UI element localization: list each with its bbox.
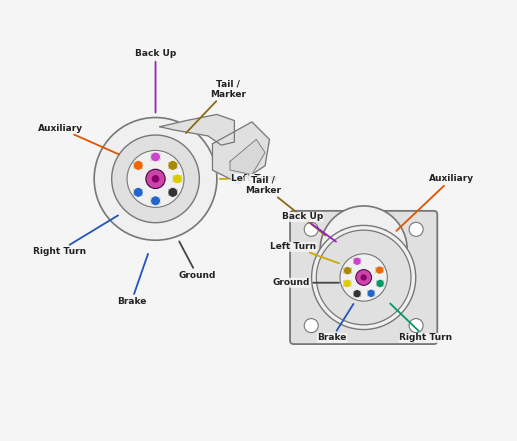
Circle shape — [353, 257, 361, 265]
Circle shape — [168, 161, 178, 170]
Circle shape — [316, 230, 411, 325]
Polygon shape — [212, 122, 269, 183]
Circle shape — [168, 187, 178, 197]
Circle shape — [133, 187, 143, 197]
FancyBboxPatch shape — [169, 162, 177, 168]
Circle shape — [360, 274, 367, 280]
Circle shape — [304, 222, 318, 236]
FancyBboxPatch shape — [343, 281, 351, 286]
Circle shape — [127, 150, 184, 207]
Text: Auxiliary: Auxiliary — [397, 174, 474, 231]
Polygon shape — [160, 115, 234, 145]
FancyBboxPatch shape — [376, 267, 383, 273]
Circle shape — [112, 135, 200, 223]
FancyBboxPatch shape — [376, 281, 384, 286]
Circle shape — [376, 266, 384, 274]
Text: Brake: Brake — [317, 304, 354, 343]
FancyBboxPatch shape — [151, 154, 160, 160]
FancyBboxPatch shape — [134, 162, 143, 168]
Text: Right Turn: Right Turn — [33, 215, 118, 256]
Text: Left Turn: Left Turn — [220, 174, 277, 183]
Circle shape — [94, 117, 217, 240]
Circle shape — [353, 290, 361, 298]
Text: Brake: Brake — [117, 254, 148, 306]
Circle shape — [304, 318, 318, 333]
Text: Left Turn: Left Turn — [270, 242, 339, 263]
Circle shape — [150, 196, 160, 206]
Circle shape — [146, 169, 165, 188]
FancyBboxPatch shape — [341, 230, 387, 258]
FancyBboxPatch shape — [354, 291, 361, 296]
Circle shape — [173, 174, 183, 184]
FancyBboxPatch shape — [151, 198, 160, 204]
FancyBboxPatch shape — [290, 211, 437, 344]
Text: Tail /
Marker: Tail / Marker — [245, 176, 326, 235]
Circle shape — [151, 175, 159, 183]
FancyBboxPatch shape — [354, 258, 361, 264]
FancyBboxPatch shape — [344, 268, 351, 273]
FancyBboxPatch shape — [368, 291, 375, 296]
FancyBboxPatch shape — [134, 189, 143, 195]
Text: Auxiliary: Auxiliary — [38, 124, 119, 154]
Circle shape — [376, 280, 384, 288]
Circle shape — [356, 269, 372, 285]
Text: Tail /
Marker: Tail / Marker — [186, 79, 246, 133]
Polygon shape — [230, 139, 265, 175]
Circle shape — [340, 254, 387, 301]
Circle shape — [409, 318, 423, 333]
FancyBboxPatch shape — [351, 236, 376, 256]
Circle shape — [312, 225, 416, 329]
Text: Right Turn: Right Turn — [390, 303, 452, 343]
Text: Ground: Ground — [272, 278, 339, 287]
Circle shape — [150, 152, 160, 162]
FancyBboxPatch shape — [169, 189, 177, 195]
FancyBboxPatch shape — [173, 176, 182, 182]
Circle shape — [343, 280, 351, 288]
Text: Ground: Ground — [178, 241, 216, 280]
Circle shape — [409, 222, 423, 236]
Circle shape — [367, 289, 375, 297]
Text: Back Up: Back Up — [282, 213, 336, 242]
Circle shape — [344, 267, 352, 275]
Circle shape — [133, 161, 143, 170]
Text: Back Up: Back Up — [135, 49, 176, 112]
Circle shape — [320, 206, 407, 293]
